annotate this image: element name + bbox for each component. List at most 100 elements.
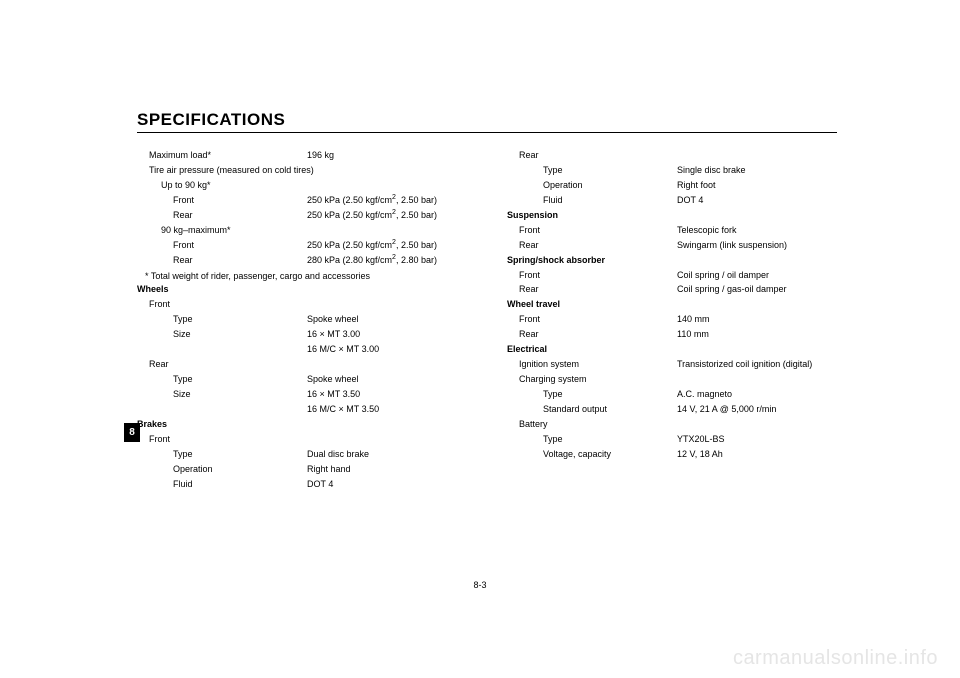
section-header: Wheels	[137, 283, 467, 297]
spec-label: Battery	[507, 418, 677, 432]
spec-row: Type Spoke wheel	[137, 313, 467, 327]
spec-value: Coil spring / oil damper	[677, 269, 837, 283]
spec-row: Front	[137, 298, 467, 312]
val-prefix: 250 kPa (2.50 kgf/cm	[307, 210, 392, 220]
spec-value: Coil spring / gas-oil damper	[677, 283, 837, 297]
spec-value: Telescopic fork	[677, 224, 837, 238]
spec-value: Right foot	[677, 179, 837, 193]
spec-row: Type YTX20L-BS	[507, 433, 837, 447]
spec-row: Tire air pressure (measured on cold tire…	[137, 164, 467, 178]
spec-label: Rear	[507, 283, 677, 297]
spec-label: Rear	[137, 209, 307, 223]
spec-label: Operation	[137, 463, 307, 477]
spec-row: 16 M/C × MT 3.50	[137, 403, 467, 417]
spec-row: Type Spoke wheel	[137, 373, 467, 387]
spec-label: Type	[137, 373, 307, 387]
spec-label: Rear	[507, 149, 677, 163]
spec-row: Front 140 mm	[507, 313, 837, 327]
spec-row: Ignition system Transistorized coil igni…	[507, 358, 837, 372]
spec-value: Transistorized coil ignition (digital)	[677, 358, 837, 372]
spec-value: Single disc brake	[677, 164, 837, 178]
spec-label: Brakes	[137, 418, 307, 432]
spec-value: 16 M/C × MT 3.50	[307, 403, 467, 417]
spec-value: 280 kPa (2.80 kgf/cm2, 2.80 bar)	[307, 254, 467, 268]
val-suffix: , 2.50 bar)	[396, 240, 437, 250]
spec-label: 90 kg–maximum*	[137, 224, 307, 238]
spec-value: DOT 4	[307, 478, 467, 492]
left-column: Maximum load* 196 kg Tire air pressure (…	[137, 149, 467, 493]
spec-columns: Maximum load* 196 kg Tire air pressure (…	[137, 149, 837, 493]
spec-label: Fluid	[507, 194, 677, 208]
spec-row: 90 kg–maximum*	[137, 224, 467, 238]
spec-label: Front	[507, 269, 677, 283]
spec-label: Rear	[507, 328, 677, 342]
spec-label: Wheels	[137, 283, 307, 297]
spec-label: Rear	[137, 254, 307, 268]
spec-row: Rear 110 mm	[507, 328, 837, 342]
spec-value: DOT 4	[677, 194, 837, 208]
spec-value: Dual disc brake	[307, 448, 467, 462]
spec-label: Front	[137, 298, 307, 312]
spec-value: 16 × MT 3.50	[307, 388, 467, 402]
spec-row: Fluid DOT 4	[507, 194, 837, 208]
spec-label: Tire air pressure (measured on cold tire…	[137, 164, 314, 178]
val-prefix: 250 kPa (2.50 kgf/cm	[307, 240, 392, 250]
spec-label: Rear	[137, 358, 307, 372]
spec-row: Front 250 kPa (2.50 kgf/cm2, 2.50 bar)	[137, 194, 467, 208]
spec-value: 140 mm	[677, 313, 837, 327]
spec-label: Maximum load*	[137, 149, 307, 163]
spec-row: Rear	[137, 358, 467, 372]
spec-value: 250 kPa (2.50 kgf/cm2, 2.50 bar)	[307, 209, 467, 223]
spec-label: Up to 90 kg*	[137, 179, 307, 193]
spec-label: Type	[507, 164, 677, 178]
spec-row: Operation Right foot	[507, 179, 837, 193]
spec-value: 250 kPa (2.50 kgf/cm2, 2.50 bar)	[307, 194, 467, 208]
spec-label: Front	[137, 194, 307, 208]
spec-row: Type A.C. magneto	[507, 388, 837, 402]
watermark: carmanualsonline.info	[733, 647, 938, 670]
section-header: Electrical	[507, 343, 837, 357]
spec-label: Spring/shock absorber	[507, 254, 677, 268]
spec-row: Operation Right hand	[137, 463, 467, 477]
spec-label: Electrical	[507, 343, 677, 357]
spec-row: Size 16 × MT 3.00	[137, 328, 467, 342]
spec-label: Front	[137, 433, 307, 447]
spec-row: Type Single disc brake	[507, 164, 837, 178]
spec-value: 16 M/C × MT 3.00	[307, 343, 467, 357]
section-header: Spring/shock absorber	[507, 254, 837, 268]
spec-label: Voltage, capacity	[507, 448, 677, 462]
spec-value: Spoke wheel	[307, 313, 467, 327]
spec-row: Front Coil spring / oil damper	[507, 269, 837, 283]
spec-row: Front	[137, 433, 467, 447]
spec-label: Ignition system	[507, 358, 677, 372]
spec-row: Type Dual disc brake	[137, 448, 467, 462]
spec-row: 16 M/C × MT 3.00	[137, 343, 467, 357]
spec-row: Battery	[507, 418, 837, 432]
spec-label: Front	[137, 239, 307, 253]
spec-row: Size 16 × MT 3.50	[137, 388, 467, 402]
spec-value: 14 V, 21 A @ 5,000 r/min	[677, 403, 837, 417]
spec-label: Type	[137, 313, 307, 327]
spec-value: 196 kg	[307, 149, 467, 163]
spec-label: Wheel travel	[507, 298, 677, 312]
spec-row: Rear 250 kPa (2.50 kgf/cm2, 2.50 bar)	[137, 209, 467, 223]
spec-value: Spoke wheel	[307, 373, 467, 387]
spec-value: 16 × MT 3.00	[307, 328, 467, 342]
spec-value: YTX20L-BS	[677, 433, 837, 447]
spec-label: Operation	[507, 179, 677, 193]
page-content: SPECIFICATIONS Maximum load* 196 kg Tire…	[137, 110, 837, 493]
spec-row: Rear 280 kPa (2.80 kgf/cm2, 2.80 bar)	[137, 254, 467, 268]
spec-label	[137, 343, 307, 357]
val-prefix: 280 kPa (2.80 kgf/cm	[307, 255, 392, 265]
right-column: Rear Type Single disc brake Operation Ri…	[507, 149, 837, 493]
spec-row: Front Telescopic fork	[507, 224, 837, 238]
val-prefix: 250 kPa (2.50 kgf/cm	[307, 195, 392, 205]
spec-row: Up to 90 kg*	[137, 179, 467, 193]
spec-label: Front	[507, 313, 677, 327]
spec-label	[137, 403, 307, 417]
spec-value: A.C. magneto	[677, 388, 837, 402]
page-number: 8-3	[473, 580, 486, 590]
spec-label: Type	[507, 433, 677, 447]
spec-row: Voltage, capacity 12 V, 18 Ah	[507, 448, 837, 462]
spec-label: Rear	[507, 239, 677, 253]
